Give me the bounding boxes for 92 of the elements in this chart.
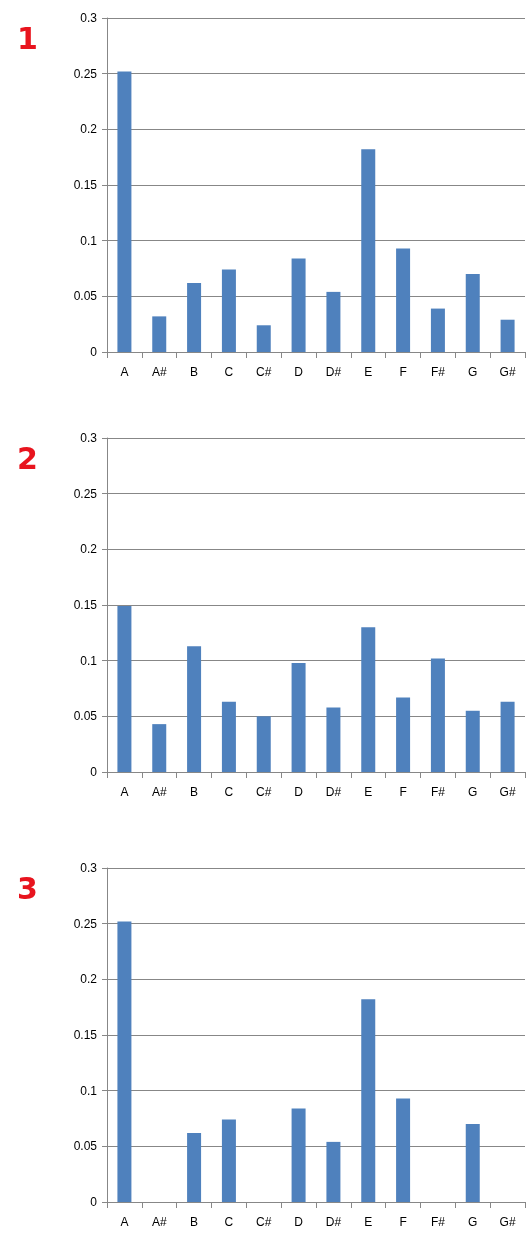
bar (187, 1132, 202, 1202)
x-tick-label: C (224, 785, 234, 799)
x-tick-label: C (224, 365, 234, 379)
x-tick-label: C# (256, 785, 272, 799)
bar (152, 724, 167, 772)
x-tick-label: A# (151, 785, 167, 799)
x-tick-label: G (468, 785, 478, 799)
bar (465, 1124, 480, 1202)
y-tick-label: 0.1 (80, 653, 98, 668)
y-tick-label: 0.3 (80, 431, 98, 445)
x-tick-label: G (468, 365, 478, 379)
y-tick-label: 0.1 (80, 1083, 98, 1098)
bar (221, 1119, 236, 1202)
x-tick-label: C (224, 1215, 234, 1229)
bar (430, 308, 445, 352)
bar (500, 319, 515, 352)
y-tick-label: 0.1 (80, 233, 98, 248)
bar (465, 274, 480, 352)
y-tick-label: 0.2 (80, 972, 98, 987)
y-tick-label: 0.2 (80, 122, 98, 137)
y-tick-label: 0.15 (73, 598, 98, 612)
x-tick-label: A (120, 785, 129, 799)
bar (291, 662, 306, 772)
bar (326, 707, 341, 772)
x-tick-label: F (399, 1215, 407, 1229)
x-tick-label: B (190, 785, 199, 799)
x-tick-label: C# (256, 365, 272, 379)
x-tick-label: F# (430, 785, 446, 799)
chart-title: 3 (17, 870, 38, 906)
x-tick-label: E (364, 785, 373, 799)
bar (152, 316, 167, 352)
x-tick-label: C# (256, 1215, 272, 1229)
x-tick-label: D# (325, 1215, 342, 1229)
x-tick-label: D (294, 365, 304, 379)
x-tick-label: F# (430, 1215, 446, 1229)
x-tick-label: D (294, 1215, 304, 1229)
y-tick-label: 0.05 (73, 289, 98, 304)
x-tick-label: B (190, 1215, 199, 1229)
x-tick-label: G# (499, 785, 516, 799)
x-tick-label: G (468, 1215, 478, 1229)
y-tick-label: 0.25 (73, 916, 98, 931)
bar (326, 1141, 341, 1202)
x-tick-label: F (399, 365, 407, 379)
bar (256, 325, 271, 352)
y-tick-label: 0.3 (80, 11, 98, 25)
x-tick-label: A# (151, 1215, 167, 1229)
bar (396, 248, 411, 352)
bar (117, 921, 132, 1202)
bar (326, 291, 341, 352)
x-tick-label: F# (430, 365, 446, 379)
y-tick-label: 0.3 (80, 861, 98, 875)
bar (256, 716, 271, 772)
bar (396, 697, 411, 772)
y-tick-label: 0.2 (80, 542, 98, 557)
x-tick-label: G# (499, 1215, 516, 1229)
bar (117, 606, 132, 772)
chart-title: 1 (17, 20, 38, 56)
bar (396, 1098, 411, 1202)
x-tick-label: G# (499, 365, 516, 379)
bar (361, 627, 376, 772)
chart-title: 2 (17, 440, 38, 476)
y-tick-label: 0 (90, 345, 98, 359)
bar (361, 149, 376, 352)
bar (465, 710, 480, 772)
x-tick-label: B (190, 365, 199, 379)
y-tick-label: 0.25 (73, 486, 98, 501)
x-tick-label: D# (325, 785, 342, 799)
bar (187, 646, 202, 772)
x-tick-label: E (364, 1215, 373, 1229)
bar (500, 701, 515, 772)
bar (430, 658, 445, 772)
bar (187, 282, 202, 352)
bar (117, 71, 132, 352)
x-tick-label: E (364, 365, 373, 379)
x-tick-label: A# (151, 365, 167, 379)
x-tick-label: A (120, 1215, 129, 1229)
bar (291, 258, 306, 352)
bar (291, 1108, 306, 1202)
bar (221, 701, 236, 772)
y-tick-label: 0 (90, 1195, 98, 1209)
bar (361, 999, 376, 1202)
y-tick-label: 0.15 (73, 1028, 98, 1042)
y-tick-label: 0.25 (73, 66, 98, 81)
y-tick-label: 0.15 (73, 178, 98, 192)
x-tick-label: D# (325, 365, 342, 379)
x-tick-label: A (120, 365, 129, 379)
x-tick-label: F (399, 785, 407, 799)
x-tick-label: D (294, 785, 304, 799)
y-tick-label: 0.05 (73, 709, 98, 724)
y-tick-label: 0.05 (73, 1139, 98, 1154)
bar (221, 269, 236, 352)
y-tick-label: 0 (90, 765, 98, 779)
